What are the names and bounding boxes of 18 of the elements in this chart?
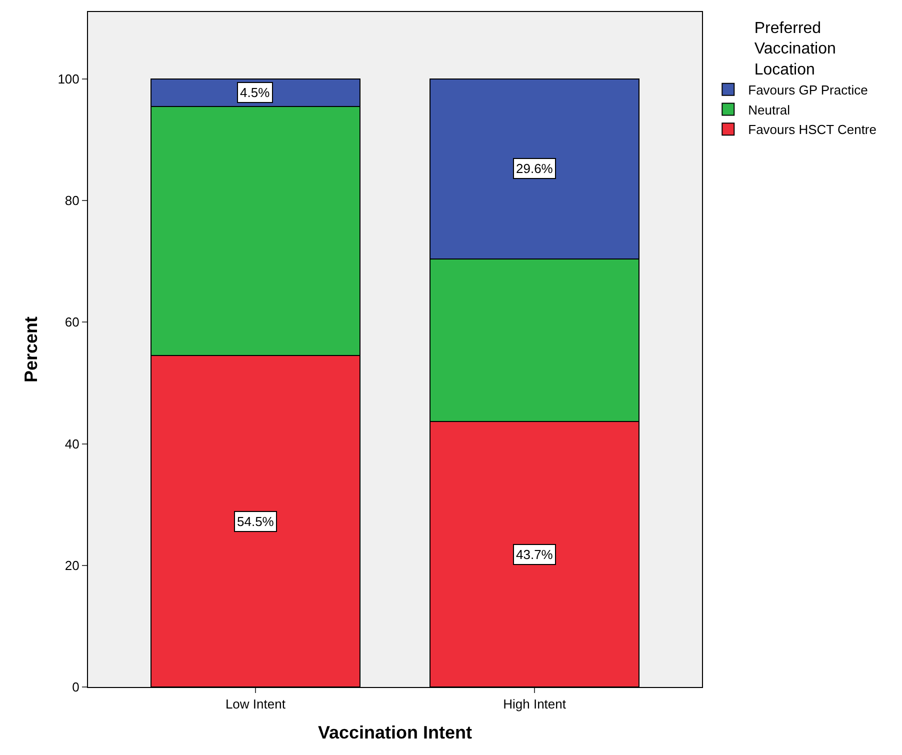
y-axis-title: Percent (20, 316, 41, 383)
y-tick-label: 100 (58, 71, 80, 86)
data-label: 43.7% (516, 547, 554, 562)
y-tick-label: 0 (72, 680, 80, 695)
x-tick-label: Low Intent (225, 696, 286, 712)
data-label: 29.6% (516, 161, 554, 176)
legend-label: Favours GP Practice (748, 82, 868, 98)
y-tick-label: 80 (64, 193, 80, 208)
x-tick-label: High Intent (503, 696, 566, 712)
legend-label: Neutral (748, 102, 790, 118)
y-tick-label: 60 (64, 314, 80, 330)
data-label: 4.5% (240, 85, 270, 100)
data-label: 54.5% (237, 514, 274, 529)
x-axis-title: Vaccination Intent (318, 722, 472, 743)
legend-label: Favours HSCT Centre (748, 122, 876, 138)
legend-title: Preferred Vaccination Location (754, 20, 836, 78)
y-tick-label: 20 (64, 558, 80, 573)
y-tick-label: 40 (64, 436, 80, 452)
